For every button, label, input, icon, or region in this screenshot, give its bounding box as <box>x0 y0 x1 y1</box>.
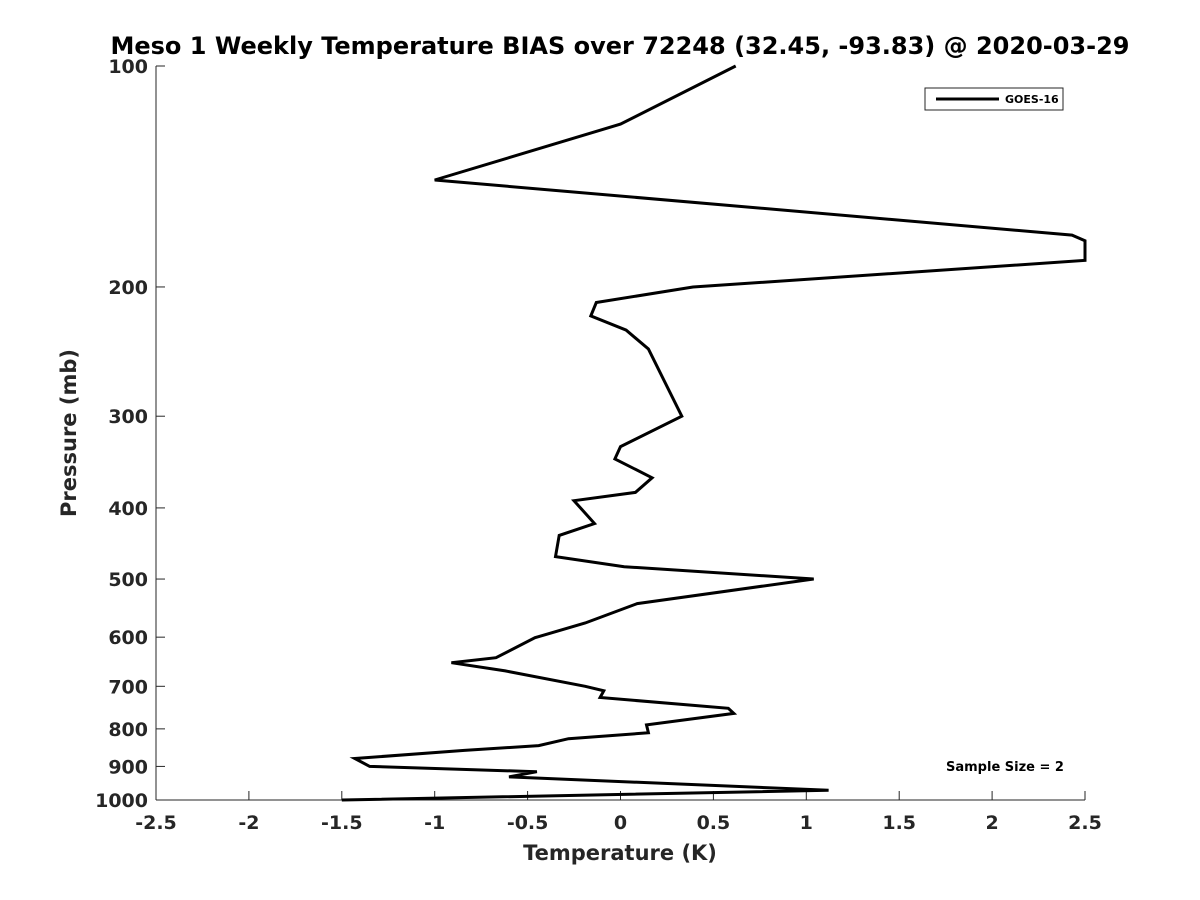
x-tick-label: -1 <box>424 812 445 834</box>
y-axis-label: Pressure (mb) <box>57 349 81 517</box>
x-tick-label: 0.5 <box>697 812 731 834</box>
plot-area <box>155 66 1085 801</box>
y-tick-label: 100 <box>108 56 148 78</box>
x-tick-label: 0 <box>614 812 627 834</box>
x-axis-ticks: -2.5 -2 -1.5 -1 -0.5 0 0.5 1 1.5 2 2.5 <box>135 791 1102 834</box>
series-layer <box>341 64 1087 802</box>
y-tick-label: 600 <box>108 627 148 649</box>
chart-title: Meso 1 Weekly Temperature BIAS over 7224… <box>110 32 1129 60</box>
legend-label-goes-16: GOES-16 <box>1005 93 1059 106</box>
x-axis-label: Temperature (K) <box>523 841 717 865</box>
sample-size-annotation: Sample Size = 2 <box>946 760 1064 775</box>
x-tick-label: 2 <box>985 812 998 834</box>
y-tick-label: 900 <box>108 756 148 778</box>
x-tick-label: 2.5 <box>1068 812 1102 834</box>
legend: GOES-16 <box>924 87 1064 111</box>
x-tick-label: -1.5 <box>321 812 363 834</box>
y-tick-label: 400 <box>108 498 148 520</box>
y-tick-label: 200 <box>108 277 148 299</box>
y-axis-ticks: 100 200 300 400 500 600 700 800 900 1000 <box>95 56 165 812</box>
y-tick-label: 500 <box>108 569 148 591</box>
x-tick-label: -2.5 <box>135 812 177 834</box>
x-tick-label: -0.5 <box>507 812 549 834</box>
x-tick-label: -2 <box>238 812 259 834</box>
x-tick-label: 1 <box>800 812 813 834</box>
y-tick-label: 800 <box>108 719 148 741</box>
series-line-goes-16 <box>341 64 1087 802</box>
x-tick-label: 1.5 <box>882 812 916 834</box>
y-tick-label: 1000 <box>95 790 148 812</box>
y-tick-label: 300 <box>108 406 148 428</box>
y-tick-label: 700 <box>108 676 148 698</box>
